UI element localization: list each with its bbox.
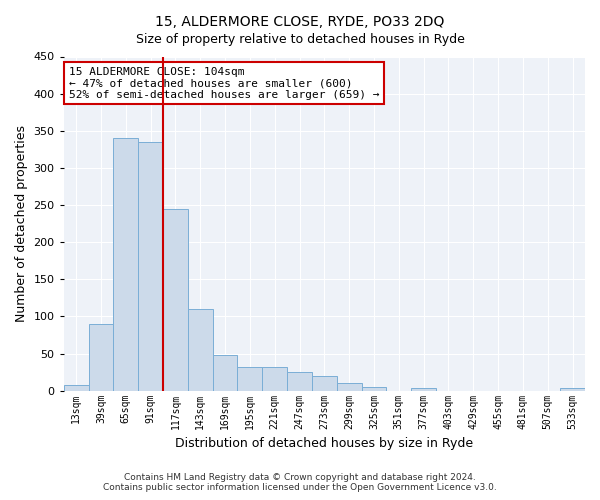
- Bar: [89, 324, 113, 390]
- Y-axis label: Number of detached properties: Number of detached properties: [15, 125, 28, 322]
- Bar: [337, 383, 362, 390]
- X-axis label: Distribution of detached houses by size in Ryde: Distribution of detached houses by size …: [175, 437, 473, 450]
- Text: 15 ALDERMORE CLOSE: 104sqm
← 47% of detached houses are smaller (600)
52% of sem: 15 ALDERMORE CLOSE: 104sqm ← 47% of deta…: [69, 66, 379, 100]
- Bar: [188, 309, 212, 390]
- Text: Contains HM Land Registry data © Crown copyright and database right 2024.
Contai: Contains HM Land Registry data © Crown c…: [103, 473, 497, 492]
- Bar: [560, 388, 585, 390]
- Bar: [362, 387, 386, 390]
- Bar: [113, 138, 138, 390]
- Text: 15, ALDERMORE CLOSE, RYDE, PO33 2DQ: 15, ALDERMORE CLOSE, RYDE, PO33 2DQ: [155, 15, 445, 29]
- Bar: [287, 372, 312, 390]
- Bar: [312, 376, 337, 390]
- Bar: [411, 388, 436, 390]
- Bar: [64, 386, 89, 390]
- Bar: [163, 208, 188, 390]
- Bar: [138, 142, 163, 390]
- Bar: [262, 367, 287, 390]
- Text: Size of property relative to detached houses in Ryde: Size of property relative to detached ho…: [136, 32, 464, 46]
- Bar: [238, 367, 262, 390]
- Bar: [212, 355, 238, 390]
